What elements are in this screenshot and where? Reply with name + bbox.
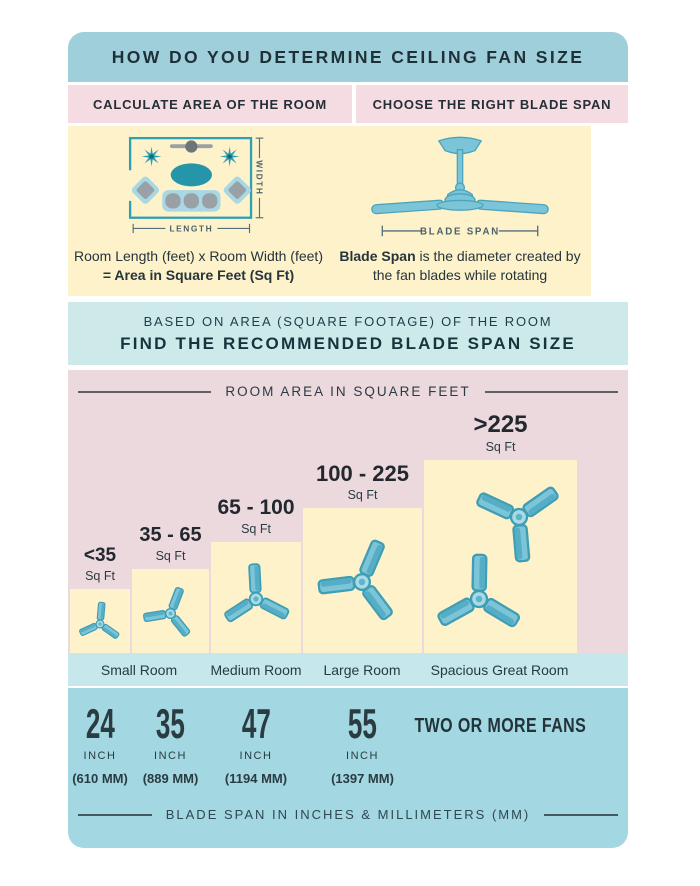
- armchair-icon: [131, 176, 159, 204]
- room-type-band: Small Room Medium Room Large Room Spacio…: [68, 653, 628, 686]
- room-area-step-chart: ROOM AREA IN SQUARE FEET <35 Sq Ft 35 - …: [68, 370, 628, 686]
- room-label-great: Spacious Great Room: [430, 661, 569, 678]
- title-bar: HOW DO YOU DETERMINE CEILING FAN SIZE: [68, 32, 628, 82]
- width-label: WIDTH: [254, 160, 264, 195]
- size-column-35: 35 INCH (889 MM): [142, 700, 199, 786]
- step-block-large: [303, 508, 422, 653]
- step-block-great-room: [424, 460, 577, 653]
- desc-bold: Blade Span: [339, 247, 416, 264]
- section-headers-row: CALCULATE AREA OF THE ROOM CHOOSE THE RI…: [68, 85, 628, 123]
- illustration-panels-row: WIDTH LENGTH Room Length (feet) x Room W…: [68, 126, 628, 296]
- dimension-blade-span: BLADE SPAN: [381, 225, 539, 237]
- size-column-24: 24 INCH (610 MM): [72, 700, 128, 786]
- step-block-small-2: [132, 569, 209, 653]
- step-label-3: 65 - 100 Sq Ft: [217, 495, 295, 536]
- dimension-width: WIDTH: [254, 137, 264, 219]
- formula-line1: Room Length (feet) x Room Width (feet): [74, 247, 323, 264]
- blade-span-panel: BLADE SPAN Blade Span is the diameter cr…: [329, 126, 591, 296]
- plant-icon: [141, 146, 161, 167]
- step-label-1: <35 Sq Ft: [83, 545, 117, 583]
- size-column-47: 47 INCH (1194 MM): [224, 700, 288, 786]
- step-label-4: 100 - 225 Sq Ft: [316, 460, 409, 502]
- plant-icon: [219, 146, 240, 167]
- size-column-multiple-fans: TWO OR MORE FANS: [414, 715, 587, 737]
- band-footer: BLADE SPAN IN INCHES & MILLIMETERS (MM): [78, 807, 618, 822]
- section-header-calculate-area: CALCULATE AREA OF THE ROOM: [68, 85, 352, 123]
- length-label: LENGTH: [169, 224, 213, 234]
- tv-icon: [169, 140, 213, 153]
- area-formula: Room Length (feet) x Room Width (feet) =…: [74, 247, 323, 286]
- recommendation-band: BASED ON AREA (SQUARE FOOTAGE) OF THE RO…: [68, 302, 628, 365]
- chart-title: ROOM AREA IN SQUARE FEET: [225, 384, 471, 399]
- band-title: FIND THE RECOMMENDED BLADE SPAN SIZE: [120, 333, 576, 353]
- sofa-icon: [161, 190, 220, 212]
- room-top-view-illustration: WIDTH LENGTH: [125, 136, 264, 234]
- fan-mount: [437, 136, 483, 193]
- room-label-small: Small Room: [100, 661, 178, 678]
- room-area-panel: WIDTH LENGTH Room Length (feet) x Room W…: [68, 126, 329, 296]
- step-block-medium: [211, 542, 301, 653]
- chart-header: ROOM AREA IN SQUARE FEET: [78, 384, 619, 399]
- size-column-55: 55 INCH (1397 MM): [331, 700, 394, 786]
- formula-line2: = Area in Square Feet (Sq Ft): [102, 267, 295, 284]
- footer-rule-left: [78, 813, 152, 816]
- blade-span-description: Blade Span is the diameter created by th…: [335, 247, 585, 286]
- desc-rest: is the diameter created by the fan blade…: [372, 247, 581, 284]
- blade-span-label: BLADE SPAN: [420, 226, 500, 237]
- ceiling-fan-side-illustration: BLADE SPAN: [371, 136, 549, 237]
- ceiling-fan-infographic: HOW DO YOU DETERMINE CEILING FAN SIZE CA…: [68, 32, 628, 848]
- blade-span-sizes-band: 24 INCH (610 MM) 35 INCH (889 MM) 47 INC…: [68, 688, 628, 848]
- section-header-choose-blade-span: CHOOSE THE RIGHT BLADE SPAN: [356, 85, 628, 123]
- band-subtitle: BASED ON AREA (SQUARE FOOTAGE) OF THE RO…: [143, 313, 553, 329]
- footer-text: BLADE SPAN IN INCHES & MILLIMETERS (MM): [165, 807, 531, 822]
- footer-rule-right: [544, 813, 618, 816]
- step-label-5: >225 Sq Ft: [473, 410, 528, 454]
- fan-blades: [371, 189, 549, 215]
- fan-top-icon: [209, 552, 302, 645]
- room-label-large: Large Room: [323, 661, 401, 678]
- step-label-2: 35 - 65 Sq Ft: [139, 524, 202, 564]
- room-door-gap: [125, 170, 133, 201]
- armchair-icon: [223, 176, 251, 204]
- header-rule-right: [484, 390, 619, 393]
- fan-top-icon: [139, 582, 202, 645]
- step-block-small-1: [70, 589, 130, 653]
- coffee-table-icon: [170, 163, 212, 187]
- page-title: HOW DO YOU DETERMINE CEILING FAN SIZE: [111, 46, 585, 67]
- header-rule-left: [78, 390, 212, 393]
- dimension-length: LENGTH: [132, 224, 250, 234]
- fan-top-icon: [73, 597, 126, 650]
- room-label-medium: Medium Room: [210, 661, 302, 678]
- fan-top-icon: [310, 530, 414, 634]
